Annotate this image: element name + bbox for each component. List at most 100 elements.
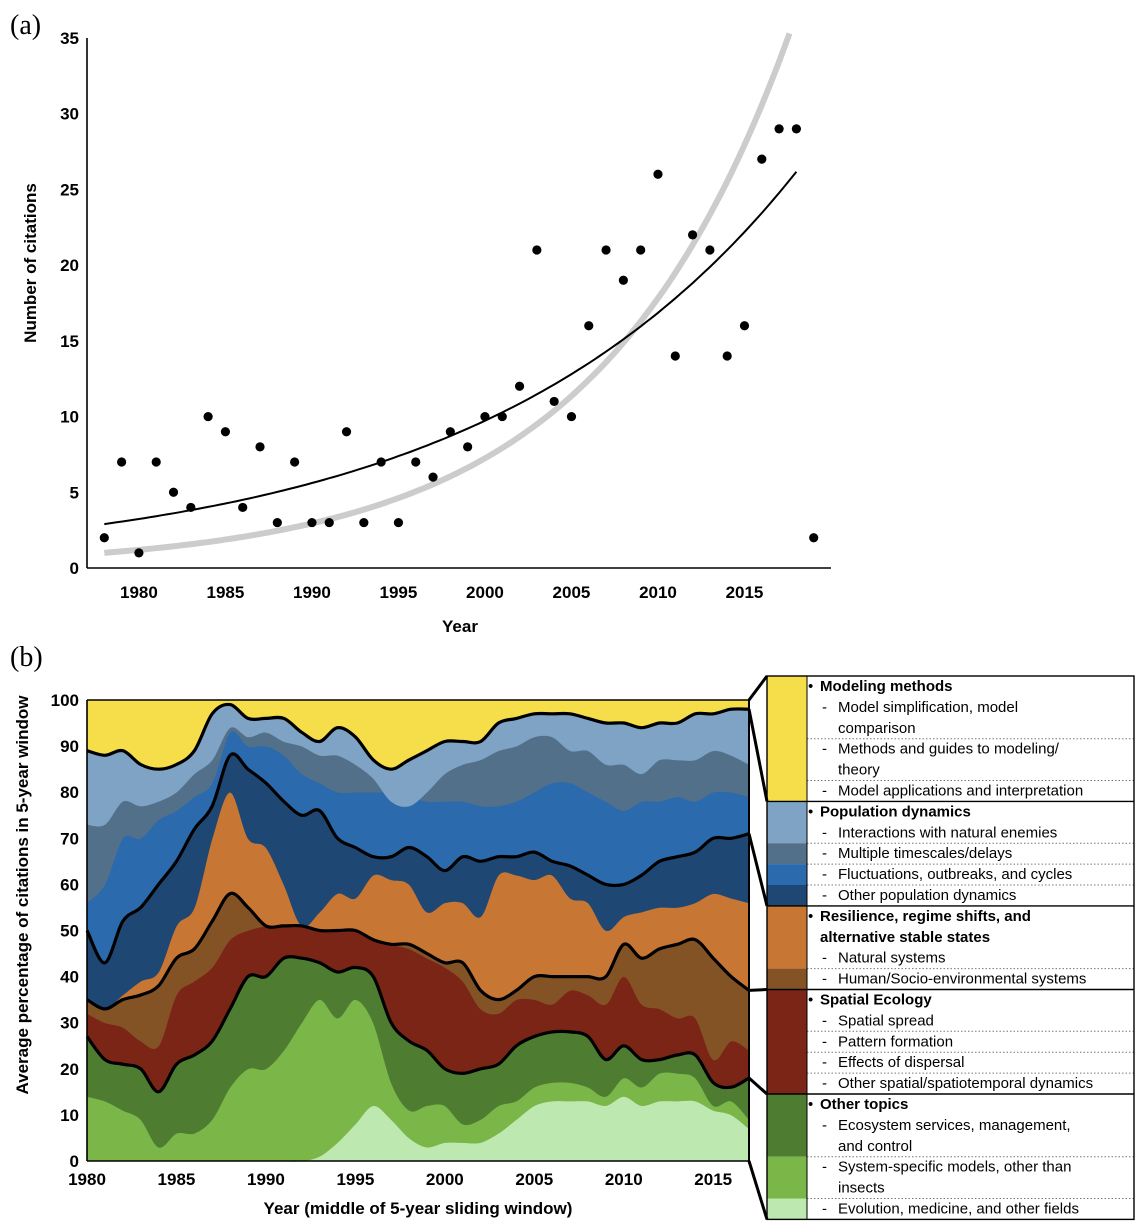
x-tick-label: 1985 (207, 583, 245, 602)
legend-connector (748, 1076, 768, 1096)
legend-connector (747, 708, 769, 802)
legend-item-label: theory (838, 762, 880, 779)
data-point (203, 411, 213, 422)
data-point (774, 124, 784, 134)
data-point (584, 321, 594, 331)
legend-swatch (767, 801, 807, 844)
y-tick-label: 20 (60, 1060, 79, 1079)
legend-item-label: Multiple timescales/delays (838, 845, 1012, 862)
x-tick-label: 1980 (68, 1170, 106, 1189)
y-tick-label: 5 (70, 483, 79, 502)
legend-swatch (767, 885, 807, 906)
legend-item-label: Interactions with natural enemies (838, 824, 1057, 841)
legend-dash: - (822, 887, 827, 904)
legend-dash: - (822, 866, 827, 883)
y-tick-label: 90 (60, 737, 79, 756)
group-boundary-line (86, 891, 750, 1011)
panel-b-label: (b) (10, 642, 43, 673)
y-tick-label: 0 (70, 559, 79, 578)
legend-frame (766, 675, 1135, 1221)
y-tick-label: 20 (60, 256, 79, 275)
legend-connector (748, 988, 768, 992)
x-tick-label: 2005 (553, 583, 591, 602)
x-tick-label: 2010 (605, 1170, 643, 1189)
legend-dash: - (822, 950, 827, 967)
x-tick-label: 2000 (426, 1170, 464, 1189)
data-point (722, 351, 732, 361)
legend-dash: - (822, 1033, 827, 1050)
scatter-plot: 0 5 10 15 20 25 30 35 1980 1985 1990 1995 2000 2005 2… (21, 29, 831, 636)
data-point (151, 457, 161, 467)
legend-item-label: Pattern formation (838, 1033, 953, 1050)
x-tick-label: 2015 (694, 1170, 732, 1189)
legend-item-label: insects (838, 1180, 885, 1197)
data-point (445, 427, 455, 437)
data-point (341, 427, 352, 437)
legend-swatch (767, 1156, 807, 1199)
x-axis-title: Year (middle of 5-year sliding window) (264, 1199, 573, 1218)
legend-dash: - (822, 824, 827, 841)
legend-bullet: • (808, 1096, 813, 1113)
legend-dash: - (822, 783, 827, 800)
legend-group-heading: Modeling methods (820, 678, 953, 695)
legend-swatch (767, 968, 807, 990)
data-point (393, 517, 404, 528)
group-outlines (85, 699, 750, 1161)
data-point (618, 275, 628, 285)
legend-swatch (767, 843, 807, 865)
x-tick-label: 1990 (247, 1170, 285, 1189)
x-axis-title: Year (442, 617, 478, 636)
legend-dash: - (822, 1159, 827, 1176)
data-point (636, 245, 646, 255)
legend-dash: - (822, 1117, 827, 1134)
data-point (428, 472, 438, 482)
y-tick-label: 35 (60, 29, 79, 48)
y-tick-labels: 0 5 10 15 20 25 30 35 (60, 29, 79, 578)
y-tick-label: 30 (60, 1014, 79, 1033)
y-tick-label: 50 (60, 922, 79, 941)
legend-connector (747, 1160, 769, 1220)
data-point (566, 411, 577, 422)
x-tick-labels: 1980 1985 1990 1995 2000 2005 2010 2015 (68, 1170, 732, 1189)
data-point (307, 517, 317, 528)
legend-item-label: and control (838, 1138, 912, 1155)
x-tick-label: 2015 (726, 583, 764, 602)
stacked-area-plot: 0 10 20 30 40 50 60 70 80 90 100 1980 1985 1990 1995 2… (13, 691, 750, 1218)
y-tick-label: 80 (60, 783, 79, 802)
legend-item-label: Ecosystem services, management, (838, 1117, 1071, 1134)
legend-connector (747, 675, 769, 701)
x-tick-label: 2000 (466, 583, 504, 602)
panel-a-label: (a) (10, 10, 41, 41)
data-point (290, 457, 300, 467)
data-point (255, 442, 265, 452)
data-point (809, 533, 819, 543)
legend-swatch-group (767, 676, 807, 802)
y-tick-label: 40 (60, 968, 79, 987)
legend-group-heading: Spatial Ecology (820, 992, 932, 1009)
x-tick-label: 1980 (120, 583, 158, 602)
data-point (134, 548, 144, 558)
legend-bullet: • (808, 678, 813, 695)
data-point (653, 169, 663, 179)
data-points (99, 124, 819, 558)
legend-group-heading: Other topics (820, 1096, 908, 1113)
legend-dash: - (822, 1201, 827, 1218)
fit-curves (104, 32, 798, 556)
legend-item-label: Fluctuations, outbreaks, and cycles (838, 866, 1072, 883)
legend-group-heading: Population dynamics (820, 803, 971, 820)
y-tick-label: 10 (60, 1106, 79, 1125)
legend-group-heading: Resilience, regime shifts, and (820, 908, 1031, 925)
x-tick-label: 1990 (293, 583, 331, 602)
y-tick-label: 100 (51, 691, 79, 710)
legend-dash: - (822, 1012, 827, 1029)
legend-dash: - (822, 971, 827, 988)
data-point (532, 245, 542, 255)
fit-curve-black (104, 171, 798, 526)
legend-bullet: • (808, 992, 813, 1009)
y-tick-label: 70 (60, 829, 79, 848)
legend-item-label: Model applications and interpretation (838, 783, 1083, 800)
data-point (757, 154, 767, 164)
data-point (359, 517, 369, 528)
legend-swatch (767, 1198, 807, 1220)
legend-item-label: Other spatial/spatiotemporal dynamics (838, 1075, 1093, 1092)
